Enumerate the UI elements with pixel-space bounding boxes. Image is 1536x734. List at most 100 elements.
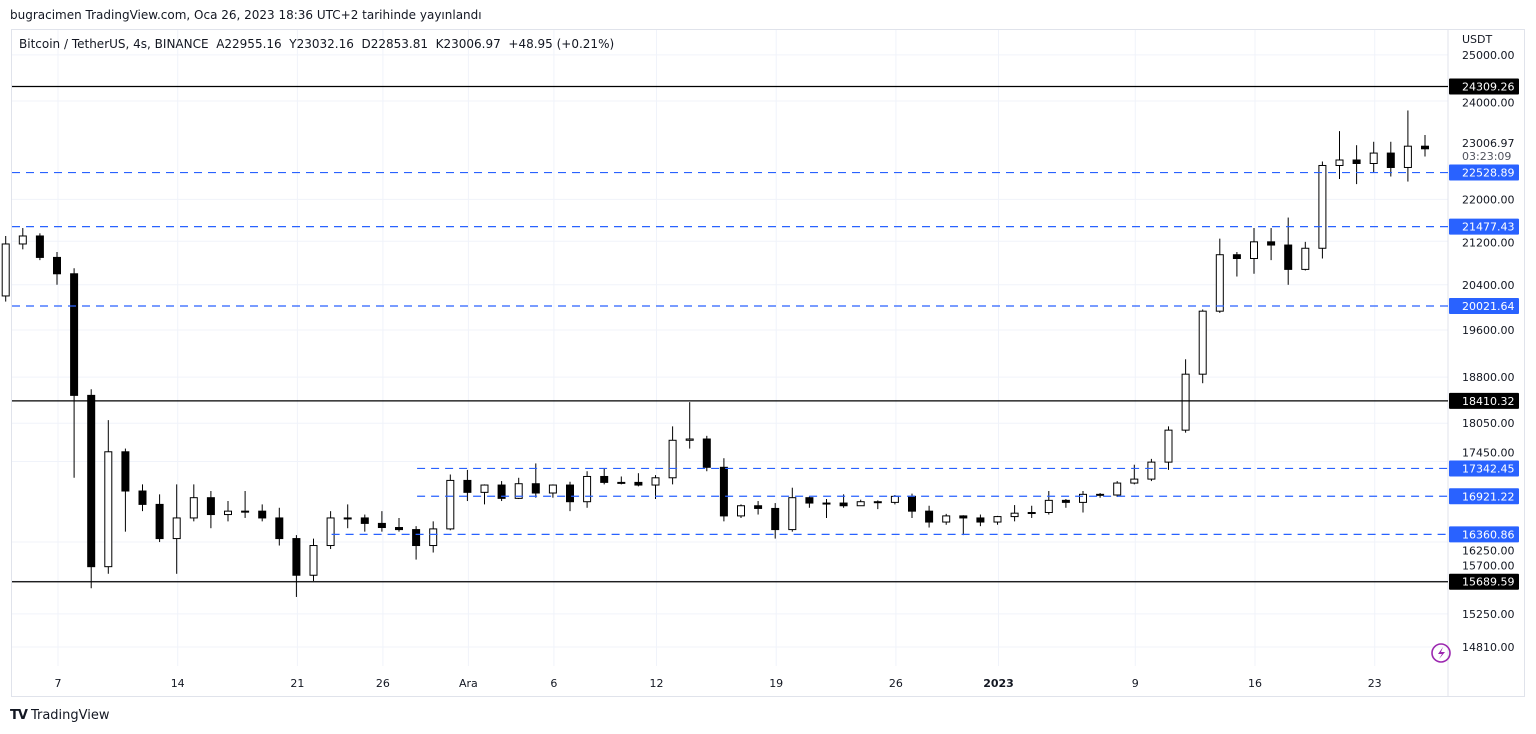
candle-body (702, 438, 711, 468)
last-price-label: 23006.97 (1462, 137, 1515, 150)
price-tick-label: 15700.00 (1462, 560, 1515, 573)
price-tick-label: 24000.00 (1462, 97, 1515, 110)
candle-body (1335, 159, 1344, 166)
candle-body (53, 256, 61, 275)
time-tick-label: 7 (55, 677, 62, 690)
candle-body (942, 515, 951, 523)
candle-body (463, 479, 472, 493)
candle-body (155, 503, 164, 540)
time-tick-label: 26 (889, 677, 903, 690)
candle-body (104, 451, 113, 568)
candle-body (1096, 493, 1105, 496)
level-price-label: 15689.59 (1462, 576, 1515, 589)
alert-icon-bolt (1438, 647, 1445, 659)
candle-body (1318, 164, 1327, 249)
time-tick-label: 23 (1368, 677, 1382, 690)
price-tick-label: 15250.00 (1462, 608, 1515, 621)
candle-body (377, 522, 386, 529)
candle-body (908, 495, 916, 512)
price-tick-label: 19600.00 (1462, 324, 1515, 337)
candle-body (1386, 152, 1395, 168)
candle-body (1130, 478, 1139, 484)
time-tick-label: 9 (1132, 677, 1139, 690)
candle-body (583, 475, 592, 503)
candle-body (1198, 310, 1207, 375)
level-price-label: 21477.43 (1462, 221, 1515, 234)
candle-body (1421, 145, 1429, 150)
candle-body (805, 497, 814, 504)
candle-body (959, 515, 968, 519)
candle-body (206, 497, 215, 516)
candle-body (839, 502, 848, 507)
level-price-tag (1449, 218, 1519, 235)
candle-body (70, 273, 79, 396)
candle-body (822, 502, 831, 505)
candle-body (189, 497, 198, 519)
price-tick-label: 22000.00 (1462, 193, 1515, 206)
candle-body (531, 483, 540, 494)
time-tick-label: Ara (459, 677, 478, 690)
candle-body (446, 479, 455, 530)
candle-body (1403, 145, 1412, 168)
level-price-tag (1449, 297, 1519, 314)
alert-icon-ring (1431, 643, 1451, 663)
candle-body (1164, 429, 1173, 463)
tradingview-brand[interactable]: TV TradingView (10, 708, 109, 723)
candle-body (224, 510, 232, 516)
candle-body (87, 394, 96, 568)
candle-body (856, 501, 865, 507)
candle-body (1215, 254, 1224, 312)
lightning-alert-icon[interactable] (1431, 643, 1451, 663)
candle-body (771, 507, 780, 531)
price-tick-label: 18050.00 (1462, 417, 1515, 430)
candle-body (343, 517, 352, 520)
level-price-tag (1449, 488, 1519, 505)
candle-body (617, 481, 626, 484)
candle-body (18, 235, 27, 245)
price-tick-label: 18800.00 (1462, 371, 1515, 384)
candle-body (121, 451, 130, 492)
currency-label: USDT (1462, 33, 1493, 46)
candle-body (497, 484, 506, 499)
candle-body (1044, 499, 1053, 514)
price-tick-label: 20400.00 (1462, 279, 1515, 292)
candle-body (1369, 152, 1378, 164)
time-tick-label: 21 (290, 677, 304, 690)
time-tick-label: 6 (550, 677, 557, 690)
level-price-label: 22528.89 (1462, 167, 1515, 180)
level-price-tag (1449, 392, 1519, 409)
candle-body (326, 517, 335, 547)
candle-body (1301, 247, 1310, 270)
candle-body (873, 501, 882, 504)
price-tick-label: 25000.00 (1462, 49, 1515, 62)
candle-body (976, 517, 985, 523)
price-tick-label: 14810.00 (1462, 641, 1515, 654)
tradingview-logo-icon: TV (10, 708, 28, 723)
candle-body (566, 484, 574, 503)
time-tick-label: 14 (171, 677, 185, 690)
candle-body (480, 484, 489, 493)
candle-body (275, 517, 284, 540)
candle-body (548, 484, 557, 494)
level-price-tag (1449, 78, 1519, 95)
candle-body (1250, 241, 1258, 260)
candle-body (429, 528, 438, 547)
candle-body (1079, 493, 1087, 503)
time-tick-label: 2023 (983, 677, 1014, 690)
candle-body (241, 510, 250, 513)
candle-body (1027, 512, 1036, 515)
chart-pane[interactable] (11, 29, 1525, 697)
level-price-label: 18410.32 (1462, 395, 1515, 408)
candle-body (668, 439, 677, 479)
candle-body (1, 243, 10, 297)
candle-body (685, 438, 694, 441)
countdown-label: 03:23:09 (1462, 150, 1511, 163)
candle-body (1061, 499, 1070, 503)
candle-body (412, 529, 421, 547)
price-tick-label: 16250.00 (1462, 544, 1515, 557)
candle-body (309, 545, 318, 576)
symbol-legend: Bitcoin / TetherUS, 4s, BINANCE A22955.1… (19, 37, 615, 51)
candle-body (172, 517, 181, 540)
candle-body (258, 510, 267, 519)
